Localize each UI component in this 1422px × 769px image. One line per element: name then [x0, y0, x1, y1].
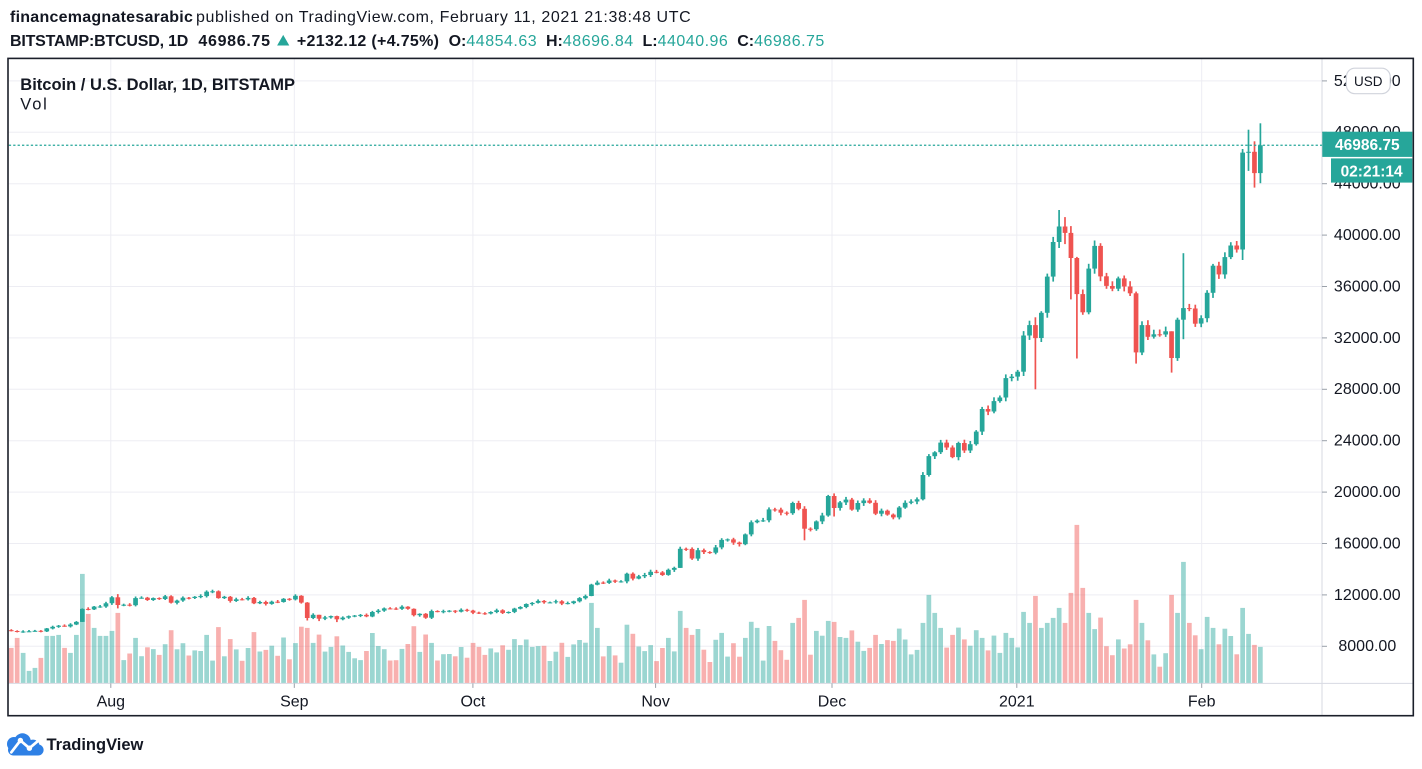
- svg-text:2021: 2021: [999, 694, 1035, 711]
- svg-text:published on TradingView.com,: published on TradingView.com, February 1…: [196, 9, 691, 26]
- svg-text:40000.00: 40000.00: [1334, 227, 1401, 244]
- svg-text:16000.00: 16000.00: [1334, 535, 1401, 552]
- svg-text:C:: C:: [737, 33, 754, 50]
- svg-text:28000.00: 28000.00: [1334, 381, 1401, 398]
- svg-text:Aug: Aug: [97, 694, 125, 711]
- svg-text:H:: H:: [546, 33, 563, 50]
- svg-text:46986.75: 46986.75: [1335, 137, 1400, 154]
- svg-text:TradingView: TradingView: [47, 736, 144, 754]
- svg-text:BITSTAMP:BTCUSD, 1D: BITSTAMP:BTCUSD, 1D: [10, 33, 188, 50]
- svg-text:Vol: Vol: [20, 96, 48, 114]
- svg-text:O:: O:: [449, 33, 467, 50]
- svg-text:44854.63: 44854.63: [466, 33, 537, 50]
- svg-text:46986.75: 46986.75: [198, 33, 270, 50]
- svg-text:+2132.12 (+4.75%): +2132.12 (+4.75%): [297, 33, 439, 50]
- svg-text:Dec: Dec: [818, 694, 846, 711]
- svg-text:Oct: Oct: [460, 694, 485, 711]
- svg-text:Nov: Nov: [641, 694, 669, 711]
- svg-text:12000.00: 12000.00: [1334, 587, 1401, 604]
- svg-text:02:21:14: 02:21:14: [1341, 163, 1403, 180]
- svg-text:46986.75: 46986.75: [754, 33, 825, 50]
- svg-text:L:: L:: [643, 33, 658, 50]
- svg-text:44040.96: 44040.96: [658, 33, 729, 50]
- svg-text:Sep: Sep: [280, 694, 309, 711]
- svg-text:financemagnatesarabic: financemagnatesarabic: [10, 9, 193, 26]
- svg-text:Bitcoin / U.S. Dollar, 1D, BIT: Bitcoin / U.S. Dollar, 1D, BITSTAMP: [20, 76, 295, 94]
- svg-text:32000.00: 32000.00: [1334, 330, 1401, 347]
- svg-text:8000.00: 8000.00: [1338, 638, 1396, 655]
- svg-text:Feb: Feb: [1188, 694, 1216, 711]
- svg-text:36000.00: 36000.00: [1334, 278, 1401, 295]
- svg-text:20000.00: 20000.00: [1334, 484, 1401, 501]
- svg-text:24000.00: 24000.00: [1334, 433, 1401, 450]
- svg-text:48696.84: 48696.84: [563, 33, 634, 50]
- svg-text:USD: USD: [1354, 74, 1383, 89]
